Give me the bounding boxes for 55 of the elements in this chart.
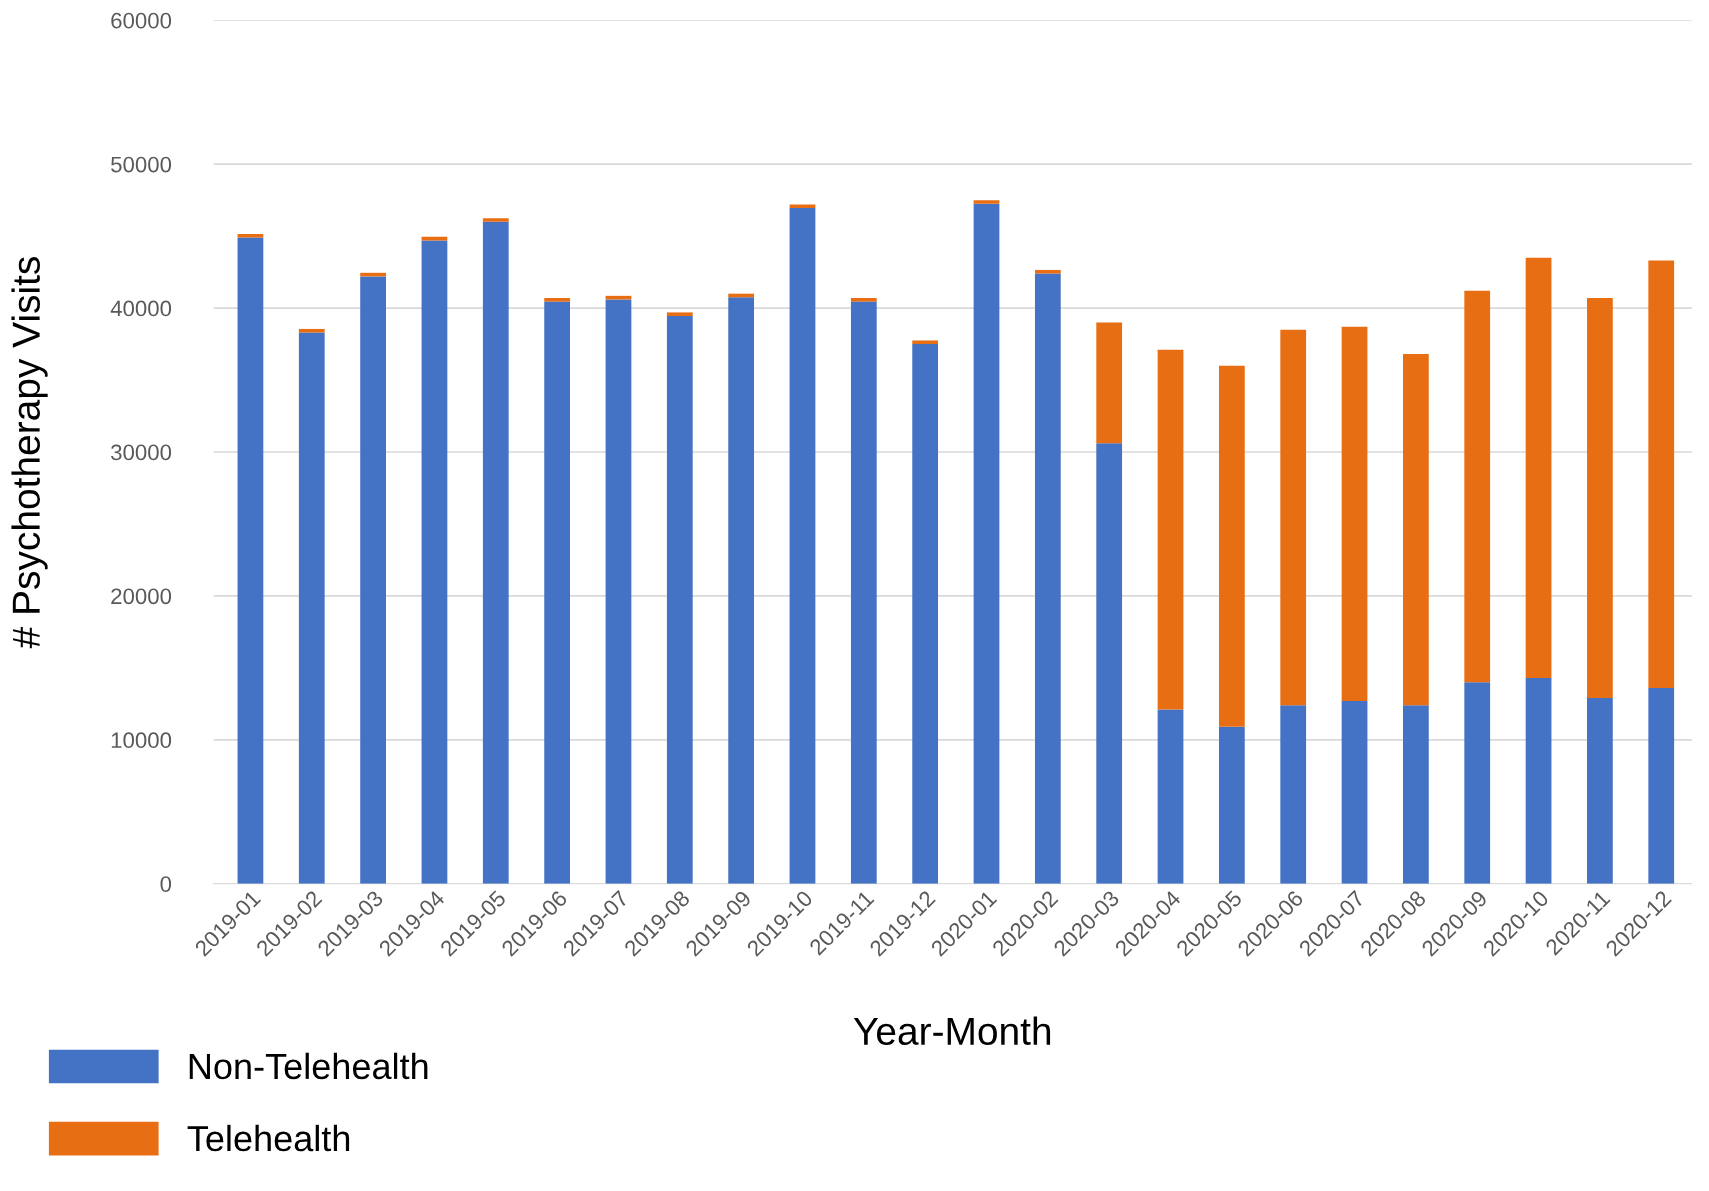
y-tick-label: 50000 [111, 156, 172, 173]
y-tick-label: 30000 [111, 444, 172, 461]
bar [1280, 705, 1307, 884]
bar [360, 276, 386, 884]
bar [1034, 273, 1061, 884]
bar [237, 233, 264, 238]
bar [298, 332, 325, 884]
bar [1034, 269, 1061, 274]
bar [1648, 260, 1675, 688]
bar [850, 298, 877, 302]
bar [1096, 322, 1123, 444]
legend-label: Non-Telehealth [189, 1052, 428, 1080]
x-axis-title: Year-Month [853, 1016, 1051, 1046]
bar [912, 340, 939, 345]
bar [605, 299, 632, 884]
y-tick-label: 60000 [111, 12, 172, 29]
y-tick-label: 20000 [111, 588, 172, 605]
bar [544, 301, 571, 884]
y-tick-label: 10000 [111, 732, 172, 749]
bar [1157, 709, 1184, 884]
bar [237, 237, 264, 884]
bar [1587, 698, 1613, 884]
bar [1341, 700, 1368, 884]
y-axis-title: # Psychotherapy Visits [11, 257, 48, 649]
bar [544, 298, 571, 302]
bar [1218, 726, 1245, 884]
bar [1403, 705, 1429, 884]
bar [1096, 443, 1123, 884]
bar [973, 203, 1000, 884]
bar [973, 200, 1000, 204]
bar [666, 312, 693, 316]
bar [1218, 365, 1245, 727]
bar [298, 328, 325, 333]
bar [728, 297, 755, 884]
bar [1525, 257, 1552, 678]
y-tick-label: 40000 [110, 300, 172, 317]
bar [789, 208, 816, 884]
bar [1280, 329, 1307, 706]
bar [1587, 298, 1613, 699]
bar [1341, 326, 1368, 701]
bar [1464, 682, 1491, 884]
bar [789, 204, 816, 209]
y-tick-label: 0 [160, 876, 172, 892]
bar [482, 218, 509, 222]
bar [1157, 349, 1184, 710]
bar [1648, 688, 1675, 884]
bar [1525, 677, 1552, 884]
bar [666, 315, 693, 884]
bar [482, 221, 509, 884]
bar [1403, 354, 1429, 706]
bar [912, 344, 939, 884]
bar [1464, 290, 1491, 683]
legend-label: Telehealth [187, 1124, 350, 1152]
bar [850, 301, 877, 884]
bar [421, 240, 448, 884]
